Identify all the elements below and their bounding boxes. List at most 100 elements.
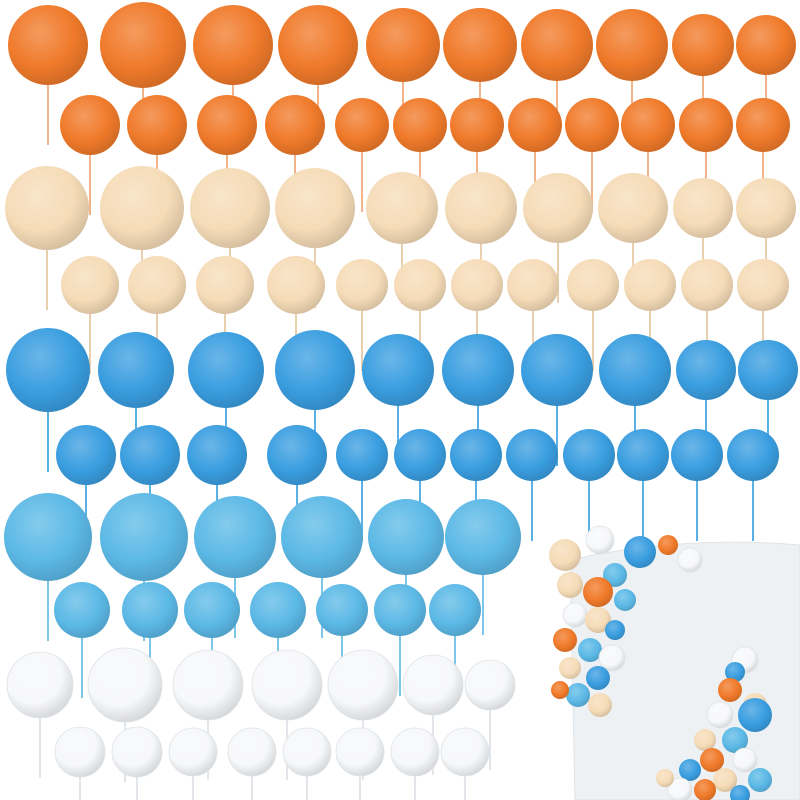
light-blue-ball [4,493,92,581]
beige-ball [445,172,517,244]
light-blue-ball [316,584,368,636]
beige-ball [275,168,355,248]
garland-white-ball [562,602,588,628]
blue-ball [98,332,174,408]
beige-ball [61,256,119,314]
orange-ball [366,8,440,82]
garland-light-blue-ball [603,563,627,587]
white-ball [111,726,163,778]
garland-beige-ball [559,657,581,679]
white-ball [464,659,516,711]
garland-beige-ball [588,693,612,717]
garland-beige-ball [549,539,581,571]
orange-ball [443,8,517,82]
balls-layer [4,2,798,778]
beige-ball [128,256,186,314]
beige-ball [100,166,184,250]
blue-ball [671,429,723,481]
orange-ball [736,15,796,75]
orange-ball [60,95,120,155]
blue-ball [442,334,514,406]
orange-ball [565,98,619,152]
garland-white-ball [585,525,615,555]
garland-white-ball [677,547,703,573]
garland-white-ball [706,701,734,729]
blue-ball [275,330,355,410]
garland-light-blue-ball [722,727,748,753]
garland-blue-ball [725,662,745,682]
orange-ball [100,2,186,88]
blue-ball [521,334,593,406]
white-ball [6,651,74,719]
light-blue-ball [250,582,306,638]
blue-ball [450,429,502,481]
blue-ball [676,340,736,400]
white-ball [251,649,323,721]
garland-orange-ball [718,678,742,702]
garland-light-blue-ball [566,683,590,707]
garland-beige-ball [713,768,737,792]
beige-ball [737,259,789,311]
orange-ball [278,5,358,85]
garland-blue-ball [624,536,656,568]
garland-light-blue-ball [748,768,772,792]
beige-ball [523,173,593,243]
light-blue-ball [194,496,276,578]
beige-ball [190,168,270,248]
garland-orange-ball [694,779,716,800]
garland-light-blue-ball [578,638,602,662]
light-blue-ball [184,582,240,638]
beige-ball [366,172,438,244]
orange-ball [508,98,562,152]
white-ball [227,727,277,777]
orange-ball [450,98,504,152]
garland-orange-ball [583,577,613,607]
orange-ball [596,9,668,81]
blue-ball [599,334,671,406]
light-blue-ball [445,499,521,575]
garland-white-ball [732,747,758,773]
orange-ball [127,95,187,155]
beige-ball [673,178,733,238]
blue-ball [727,429,779,481]
garland-orange-ball [658,535,678,555]
blue-ball [188,332,264,408]
garland-orange-ball [553,628,577,652]
orange-ball [521,9,593,81]
garland-blue-ball [730,785,750,800]
garland-blue-ball [679,759,701,781]
blue-ball [56,425,116,485]
light-blue-ball [429,584,481,636]
white-ball [87,647,163,723]
white-ball [168,727,218,777]
decorated-cake [549,525,800,800]
blue-ball [506,429,558,481]
garland-white-ball [598,644,626,672]
beige-ball [567,259,619,311]
blue-ball [738,340,798,400]
blue-ball [336,429,388,481]
light-blue-ball [374,584,426,636]
garland-light-blue-ball [614,589,636,611]
garland-beige-ball [585,607,611,633]
garland-orange-ball [700,748,724,772]
garland-blue-ball [605,620,625,640]
garland-white-ball [667,777,693,800]
light-blue-ball [54,582,110,638]
orange-ball [736,98,790,152]
garland-beige-ball [694,729,716,751]
blue-ball [187,425,247,485]
beige-ball [451,259,503,311]
beige-ball [267,256,325,314]
blue-ball [394,429,446,481]
orange-ball [193,5,273,85]
garland-blue-ball [738,698,772,732]
beige-ball [5,166,89,250]
beige-ball [598,173,668,243]
white-ball [390,727,440,777]
light-blue-ball [368,499,444,575]
light-blue-ball [100,493,188,581]
white-ball [335,727,385,777]
beige-ball [736,178,796,238]
blue-ball [267,425,327,485]
